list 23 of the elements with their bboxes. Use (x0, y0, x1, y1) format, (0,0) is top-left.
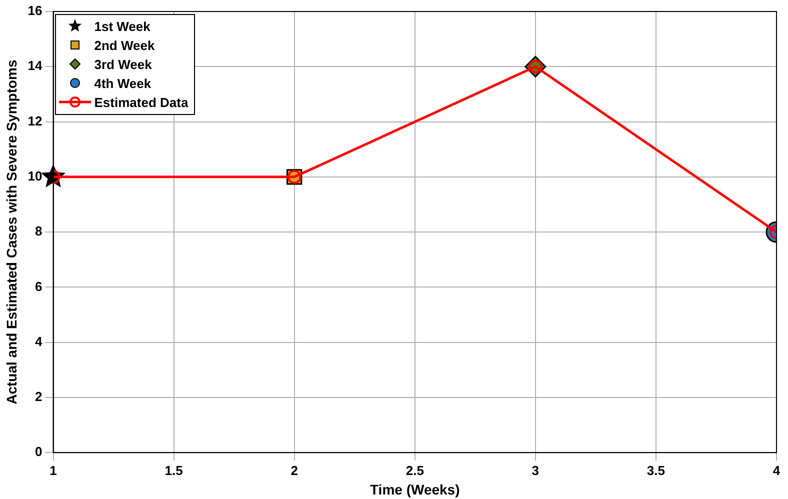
x-tick-label: 2 (290, 462, 298, 478)
x-tick-label: 1 (50, 462, 57, 478)
y-tick-label: 14 (28, 58, 44, 74)
y-tick-label: 0 (35, 444, 42, 460)
legend-label: 1st Week (94, 18, 150, 34)
legend-label: 4th Week (94, 76, 152, 90)
x-tick-label: 2.5 (406, 462, 424, 478)
y-tick-label: 6 (35, 278, 42, 294)
y-tick-label: 16 (28, 3, 42, 18)
x-tick-label: 1.5 (164, 462, 183, 478)
x-tick-label: 3 (532, 462, 540, 478)
y-tick-label: 12 (28, 113, 42, 128)
y-tick-label: 10 (28, 168, 42, 184)
x-tick-label: 4 (772, 462, 781, 478)
y-tick-label: 2 (35, 389, 42, 404)
legend-label: 2nd Week (94, 38, 155, 52)
y-tick-label: 4 (35, 334, 44, 349)
x-axis-title: Time (Weeks) (370, 481, 460, 498)
y-tick-label: 8 (35, 224, 42, 239)
x-tick-label: 3.5 (646, 462, 665, 478)
y-axis-title: Actual and Estimated Cases with Severe Symptoms (3, 60, 20, 404)
legend-label: 3rd Week (94, 56, 152, 72)
legend-label: Estimated Data (94, 94, 188, 110)
